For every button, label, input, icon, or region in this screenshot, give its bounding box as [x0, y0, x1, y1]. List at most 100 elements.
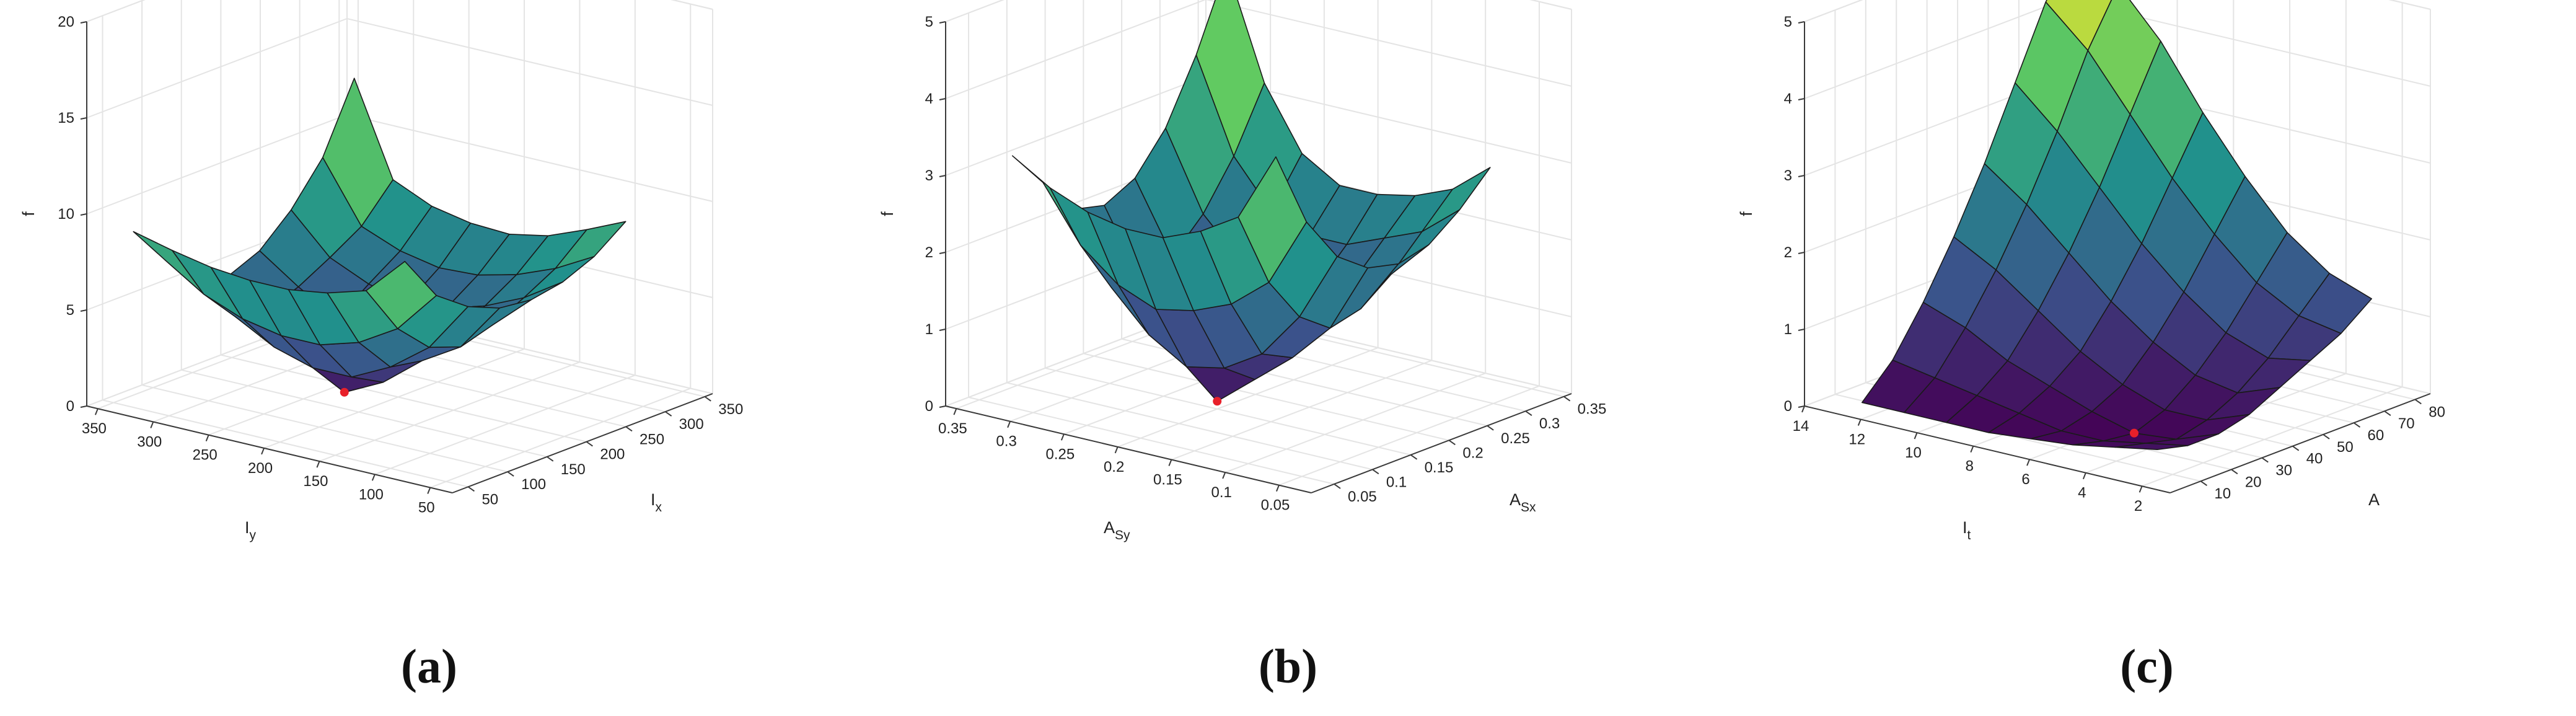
x-tick: [2323, 434, 2330, 440]
minimum-point: [340, 387, 349, 397]
y-tick-label: 6: [2021, 471, 2029, 488]
y-axis-line: [1804, 405, 2171, 493]
y-tick: [1276, 485, 1280, 492]
z-tick: [939, 175, 946, 177]
y-tick: [2082, 472, 2086, 480]
z-tick: [80, 117, 87, 120]
y-tick-label: 0.1: [1211, 484, 1231, 501]
z-tick-label: 10: [58, 206, 74, 223]
z-tick-label: 2: [1784, 244, 1792, 261]
x-axis-line: [452, 393, 713, 493]
z-tick: [939, 405, 946, 408]
x-tick-label: 40: [2306, 451, 2323, 467]
y-tick: [316, 461, 320, 468]
x-tick-label: 50: [481, 491, 498, 508]
z-tick: [1798, 98, 1805, 100]
y-tick: [94, 408, 99, 415]
floor-grid-y: [1224, 373, 1486, 473]
y-tick-label: 350: [82, 420, 107, 437]
z-tick: [80, 309, 87, 312]
z-tick-label: 0: [925, 398, 933, 415]
y-tick: [205, 435, 209, 442]
x-tick: [1563, 396, 1571, 402]
box-edge: [1804, 0, 1863, 22]
y-tick-label: 150: [303, 473, 328, 490]
y-tick: [2139, 485, 2143, 493]
z-tick: [1798, 175, 1805, 177]
y-tick-label: 0.3: [996, 433, 1016, 450]
z-axis-title: f: [1737, 211, 1756, 216]
panel-caption-a: (a): [401, 639, 457, 693]
x-tick-label: 0.35: [1578, 401, 1607, 418]
y-tick-label: 4: [2078, 485, 2086, 502]
x-axis-title-sub: x: [656, 500, 662, 515]
x-tick: [467, 486, 475, 492]
y-tick-label: 14: [1793, 418, 1809, 435]
z-tick-label: 15: [58, 110, 74, 126]
x-tick-label: 0.1: [1386, 474, 1407, 490]
surface: [1012, 0, 1491, 402]
y-tick: [261, 448, 265, 455]
x-axis-line: [2169, 393, 2431, 493]
x-tick-label: 200: [600, 446, 625, 463]
panel-caption-c: (c): [2120, 639, 2174, 693]
surface-patch: [1237, 156, 1308, 283]
z-tick-label: 1: [925, 321, 933, 338]
y-tick-label: 50: [418, 500, 435, 516]
z-axis-title: f: [878, 211, 897, 216]
y-tick-label: 100: [359, 486, 384, 503]
y-axis-title-sub: t: [1967, 528, 1971, 542]
y-axis-line: [945, 405, 1312, 493]
z-tick-label: 5: [66, 302, 74, 319]
z-tick: [1798, 21, 1805, 24]
y-tick: [1801, 405, 1805, 413]
x-tick: [2200, 480, 2207, 486]
y-tick: [1857, 419, 1862, 426]
y-tick-label: 0.25: [1046, 446, 1075, 462]
x-tick: [2231, 469, 2238, 475]
x-tick: [507, 471, 514, 477]
axes: 0.050.10.150.20.250.30.350.050.10.150.20…: [878, 14, 1606, 542]
x-tick-label: 70: [2398, 415, 2415, 432]
wall-grid-z: [945, 0, 1572, 99]
y-tick: [1168, 459, 1172, 466]
y-axis-title: It: [1963, 518, 1971, 542]
x-tick: [1372, 469, 1379, 475]
floor-grid-y: [374, 374, 636, 475]
x-tick: [586, 441, 593, 447]
z-tick: [80, 21, 87, 24]
y-tick: [427, 487, 431, 494]
y-tick: [1914, 432, 1918, 440]
y-tick-label: 8: [1966, 458, 1974, 475]
floor-grid-x: [141, 384, 508, 473]
y-tick-label: 0.15: [1153, 471, 1182, 488]
surface-plot-b: 0.050.10.150.20.250.30.350.050.10.150.20…: [878, 0, 1606, 542]
z-tick-label: 1: [1784, 321, 1792, 338]
x-tick: [2261, 457, 2269, 463]
floor-grid-y: [1171, 360, 1432, 461]
y-tick-label: 0.35: [938, 420, 967, 437]
box-edge: [670, 0, 713, 10]
wall-grid-z: [86, 0, 713, 22]
floor-grid-y: [1117, 347, 1379, 448]
y-tick: [150, 422, 154, 428]
y-tick: [1222, 472, 1226, 479]
x-tick-label: 250: [640, 431, 664, 448]
x-tick: [1410, 454, 1418, 460]
x-tick: [2292, 445, 2300, 451]
floor-grid-x: [1045, 367, 1411, 456]
box-edge: [86, 0, 146, 22]
x-tick-label: 20: [2245, 474, 2262, 490]
z-tick: [939, 329, 946, 331]
y-tick-label: 200: [248, 460, 273, 477]
x-tick: [2384, 410, 2391, 417]
x-axis-line: [1311, 393, 1572, 493]
z-tick-label: 0: [66, 398, 74, 415]
x-tick: [1525, 410, 1532, 417]
x-tick: [1448, 440, 1456, 446]
z-axis-title: f: [19, 211, 38, 216]
x-axis-title: A: [2368, 490, 2380, 509]
x-tick: [704, 396, 711, 402]
y-tick-label: 300: [137, 433, 162, 450]
